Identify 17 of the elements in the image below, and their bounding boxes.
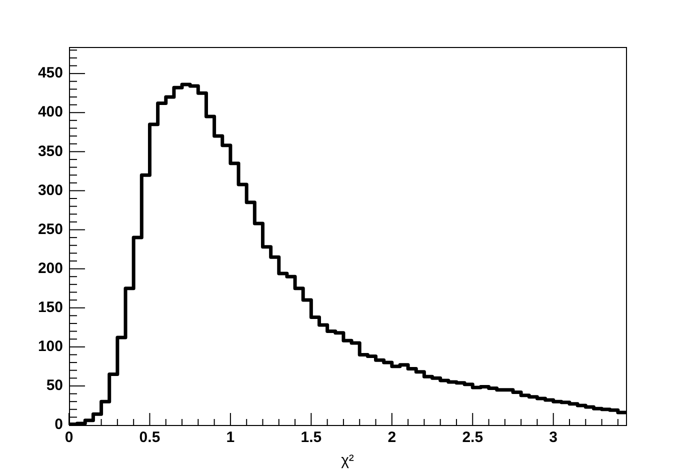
x-axis-title: χ² (341, 452, 354, 470)
x-tick-label: 1 (226, 429, 235, 446)
x-tick-label: 2 (388, 429, 396, 446)
y-tick-label: 350 (38, 142, 63, 160)
x-tick-label: 0.5 (139, 429, 160, 446)
y-tick-label: 200 (38, 260, 63, 277)
y-tick-label: 0 (54, 416, 63, 434)
y-tick-label: 450 (38, 64, 63, 82)
y-tick-label: 100 (38, 338, 63, 356)
x-tick-label: 1.5 (300, 429, 322, 446)
y-tick-label: 300 (38, 182, 63, 199)
y-tick-label: 400 (38, 104, 63, 121)
y-tick-label: 250 (38, 220, 63, 238)
y-tick-label: 150 (38, 298, 63, 316)
x-tick-label: 3 (549, 429, 558, 446)
x-tick-label: 2.5 (462, 429, 484, 446)
y-tick-label: 50 (46, 377, 63, 394)
